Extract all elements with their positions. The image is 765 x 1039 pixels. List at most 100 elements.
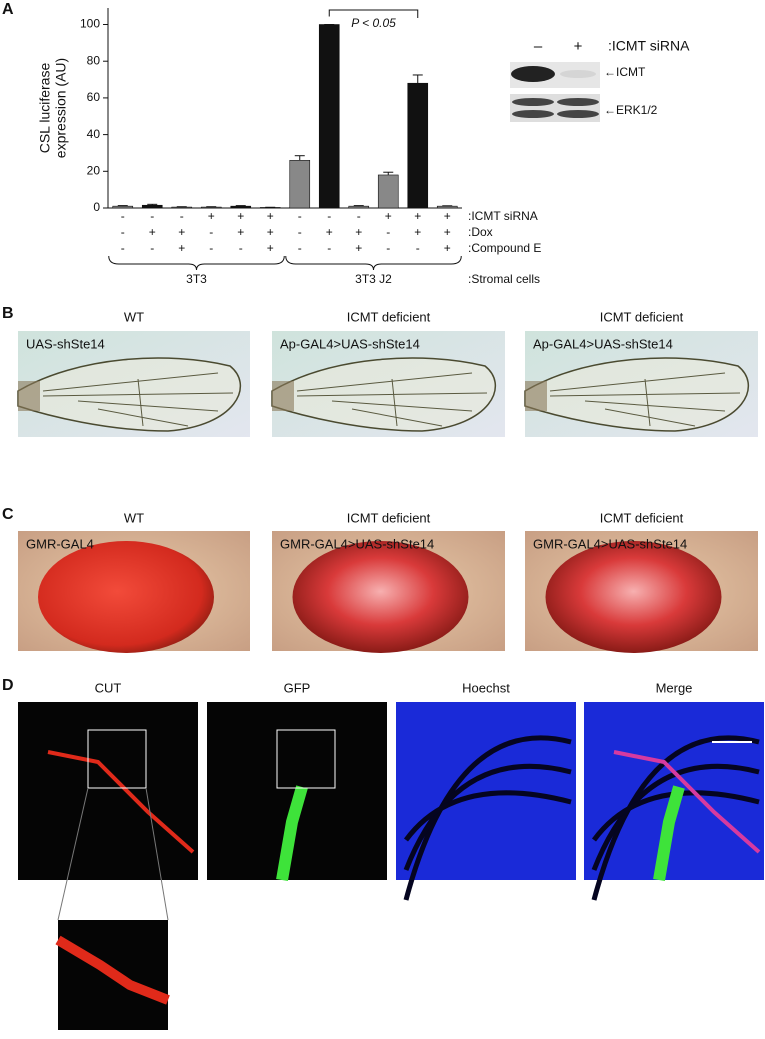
wing-vein [644,378,651,427]
condition-sign: - [121,209,125,223]
wing-vein [296,392,488,397]
significance-bracket [328,9,419,18]
tissue-fold [591,790,760,842]
blot-lane-label: :ICMT siRNA [608,38,690,54]
blot-lane: – [534,38,543,55]
condition-sign: + [444,225,451,239]
genotype-label: UAS-shSte14 [26,336,105,351]
bar [318,24,340,209]
condition-sign: + [178,225,185,239]
wing-hinge [525,381,547,411]
bar [112,205,134,209]
condition-sign: - [327,241,331,255]
wing-vein [42,392,234,397]
condition-sign: - [298,225,302,239]
wing-vein [331,400,473,412]
condition-sign: + [237,209,244,223]
cut-stripe [47,750,195,854]
blot-band [512,98,554,106]
panel-title: CUT [95,680,122,695]
wing-hinge [272,381,294,411]
condition-sign: + [414,209,421,223]
condition-sign: + [178,241,185,255]
bar [289,159,311,209]
condition-sign: - [150,241,154,255]
compound-eye [292,541,469,653]
condition-sign: + [414,225,421,239]
zoom-line [145,787,169,921]
condition-sign: + [237,225,244,239]
wing-vein [42,372,219,392]
bar [377,174,399,209]
cut-stripe [613,750,761,854]
condition-sign: + [385,209,392,223]
condition-sign: - [386,225,390,239]
wing-vein [604,408,696,427]
zoom-line [57,787,89,921]
condition-sign: + [355,225,362,239]
blot-band [560,70,596,78]
gfp-stripe [276,785,308,882]
blot-strip [510,94,600,122]
condition-sign: - [386,241,390,255]
bar [171,206,193,209]
genotype-label: GMR-GAL4>UAS-shSte14 [533,536,687,551]
blot-band-label: ←ICMT [604,65,646,79]
y-tick-label: 0 [93,200,100,214]
panel-title: ICMT deficient [347,309,431,324]
bar [436,205,458,209]
bar [407,82,429,209]
y-axis-label: expression (AU) [53,58,69,158]
condition-sign: + [326,225,333,239]
group-label: 3T3 J2 [355,272,392,286]
panel-title: Merge [656,680,693,695]
micrograph [396,702,576,880]
condition-sign: + [208,209,215,223]
tissue-fold [403,763,572,871]
genotype-label: GMR-GAL4>UAS-shSte14 [280,536,434,551]
inset-stripe [55,935,170,1005]
condition-sign: - [357,209,361,223]
bar [141,204,163,209]
panel-letter: D [2,677,14,694]
wing-vein [391,378,398,427]
genotype-label: Ap-GAL4>UAS-shSte14 [533,336,673,351]
group-brace [285,255,462,271]
condition-sign: - [150,209,154,223]
bar [230,205,252,209]
condition-sign: - [209,225,213,239]
condition-sign: - [298,241,302,255]
y-tick-label: 40 [87,127,101,141]
condition-sign: + [444,209,451,223]
y-tick-label: 100 [80,17,100,31]
condition-label: :ICMT siRNA [468,209,538,223]
blot-band [512,110,554,118]
panel-title: WT [124,510,144,525]
wing-vein [549,372,726,392]
panel-letter: A [2,1,14,18]
blot-band [557,110,599,118]
panel-title: GFP [284,680,311,695]
micrograph [18,702,198,880]
annotation: P < 0.05 [351,16,396,30]
condition-sign: + [267,225,274,239]
condition-label: :Compound E [468,241,541,255]
y-tick-label: 20 [87,163,101,177]
condition-sign: + [355,241,362,255]
blot-band [511,66,555,82]
tissue-fold [591,735,760,901]
condition-sign: - [298,209,302,223]
compound-eye [545,541,722,653]
condition-label: :Dox [468,225,493,239]
tissue-fold [403,735,572,901]
gfp-stripe [653,785,685,882]
condition-sign: - [121,241,125,255]
tissue-fold [403,790,572,842]
genotype-label: Ap-GAL4>UAS-shSte14 [280,336,420,351]
condition-sign: - [121,225,125,239]
condition-sign: - [209,241,213,255]
condition-sign: + [444,241,451,255]
wing-vein [296,372,473,392]
y-tick-label: 60 [87,90,101,104]
